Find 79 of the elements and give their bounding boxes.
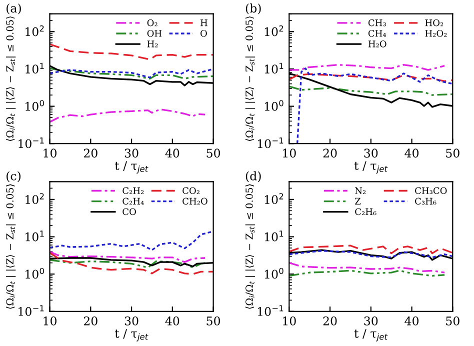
x-tick-label: 10	[283, 316, 296, 326]
x-axis-title: t / τ$_{jet}$	[114, 329, 148, 342]
line-series	[50, 230, 214, 251]
x-tick-label: 50	[206, 148, 220, 158]
x-tick-label: 20	[323, 316, 337, 326]
legend-label: HO₂	[425, 19, 444, 26]
line-series	[289, 86, 453, 96]
x-tick-label: 30	[364, 316, 378, 326]
x-tick-label: 10	[44, 148, 56, 158]
y-tick-label: 10$^{2}$	[26, 25, 44, 36]
y-axis-title: ⟨Ω$_{i}$/Ω$_{t}$ | |⟨Z⟩ − Z$_{st}$| ≤ 0.05⟩	[6, 16, 16, 141]
x-axis-title: t / τ$_{jet}$	[114, 161, 148, 174]
x-tick-label: 30	[364, 148, 378, 158]
x-tick-label: 40	[404, 148, 419, 158]
x-axis-title: t / τ$_{jet}$	[354, 161, 388, 174]
y-axis-title: ⟨Ω$_{i}$/Ω$_{t}$ | |⟨Z⟩ − Z$_{st}$| ≤ 0.05⟩	[245, 16, 256, 141]
x-tick-label: 20	[84, 148, 98, 158]
legend-label: H₂	[147, 40, 158, 48]
line-series	[289, 262, 446, 274]
x-tick-label: 40	[165, 148, 180, 158]
line-series	[50, 250, 206, 263]
x-tick-label: 40	[165, 316, 180, 326]
legend-label: H₂O₂	[425, 30, 447, 37]
y-tick-label: 10$^{2}$	[26, 193, 44, 204]
y-tick-label: 10$^{0}$	[264, 268, 284, 279]
legend-label: O	[200, 30, 207, 37]
line-series	[289, 244, 453, 254]
legend-label: OH	[147, 30, 162, 37]
legend-label: H₂O	[368, 40, 386, 48]
text: (a)	[6, 3, 21, 14]
y-tick-label: 10$^{1}$	[26, 230, 44, 242]
legend-label: CO₂	[182, 187, 200, 194]
y-tick-label: 10$^{0}$	[264, 100, 284, 111]
legend-label: C₃H₆	[415, 198, 436, 205]
y-tick-label: 10$^{1}$	[264, 230, 284, 242]
y-tick-label: 10$^{0}$	[26, 100, 44, 111]
y-tick-label: 10$^{1}$	[26, 62, 44, 74]
y-tick-label: 10$^{−1}$	[18, 305, 44, 316]
y-tick-label: 10$^{2}$	[264, 193, 284, 204]
legend-label: CH₂O	[182, 198, 208, 205]
legend-label: CH₃CO	[415, 187, 447, 194]
x-tick-label: 50	[446, 148, 460, 158]
x-tick-label: 30	[124, 148, 138, 158]
line-series	[50, 259, 206, 268]
legend-label: C₂H₆	[355, 208, 376, 216]
y-tick-label: 10$^{1}$	[264, 62, 284, 74]
y-tick-label: 10$^{0}$	[26, 268, 44, 279]
legend-label: CH₃	[368, 19, 386, 26]
y-axis-title: ⟨Ω$_{i}$/Ω$_{t}$ | |⟨Z⟩ − Z$_{st}$| ≤ 0.05⟩	[6, 184, 16, 309]
legend-label: O₂	[147, 19, 158, 26]
y-tick-label: 10$^{2}$	[264, 25, 284, 36]
text: (c)	[6, 171, 21, 182]
legend-label: H	[200, 20, 208, 26]
text: (d)	[246, 171, 261, 182]
line-series	[296, 67, 453, 144]
legend-label: N₂	[355, 187, 366, 194]
y-tick-label: 10$^{−1}$	[258, 305, 284, 316]
x-tick-label: 10	[283, 148, 296, 158]
x-tick-label: 20	[84, 316, 98, 326]
x-tick-label: 20	[323, 148, 337, 158]
line-series	[289, 73, 453, 82]
x-tick-label: 40	[404, 316, 419, 326]
y-axis-title: ⟨Ω$_{i}$/Ω$_{t}$ | |⟨Z⟩ − Z$_{st}$| ≤ 0.05⟩	[245, 184, 256, 309]
x-tick-label: 50	[446, 316, 460, 326]
x-tick-label: 30	[124, 316, 138, 326]
text: (b)	[246, 3, 261, 14]
legend-label: Z	[355, 198, 361, 204]
line-series	[50, 252, 214, 275]
x-tick-label: 10	[44, 316, 56, 326]
x-tick-label: 50	[206, 316, 220, 326]
legend-label: C₂H₄	[122, 198, 144, 205]
line-series	[50, 108, 206, 123]
legend-label: CH₄	[368, 30, 386, 37]
line-series	[289, 250, 453, 258]
y-tick-label: 10$^{−1}$	[18, 137, 44, 148]
x-axis-title: t / τ$_{jet}$	[354, 329, 388, 342]
legend-label: C₂H₂	[122, 187, 144, 194]
y-tick-label: 10$^{−1}$	[258, 137, 284, 148]
legend-label: CO	[122, 208, 136, 216]
